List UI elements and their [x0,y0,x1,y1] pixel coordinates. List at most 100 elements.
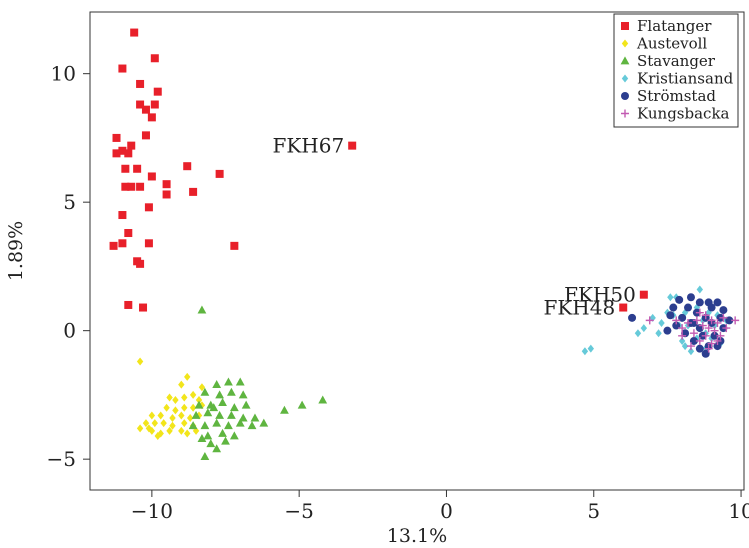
data-point [722,324,731,333]
data-point [112,149,121,158]
data-point [696,285,704,294]
data-point [655,329,662,338]
data-point [169,421,176,430]
series-flatanger [109,28,648,312]
data-point [144,203,153,212]
data-point [658,318,665,327]
data-point [189,403,197,412]
data-point [666,311,675,320]
data-point [227,410,236,419]
data-point [719,306,728,315]
data-point [181,419,188,428]
data-point [224,377,233,386]
data-point [184,372,191,381]
data-point [169,414,176,423]
data-point [731,316,740,325]
legend-item: Flatanger [621,17,712,35]
legend-marker [621,22,629,30]
data-point [681,342,689,351]
legend-label: Flatanger [637,17,712,35]
data-point [209,403,219,412]
data-point [235,418,245,427]
point-annotation: FKH50 [564,283,636,307]
data-point [197,305,207,314]
data-point [150,100,159,109]
data-point [203,431,213,440]
data-point [200,387,210,396]
data-point [178,426,185,435]
data-point [227,387,236,396]
data-point [247,421,257,430]
legend-label: Kungsbacka [637,105,730,123]
data-point [215,169,224,178]
data-point [719,313,728,322]
data-point [178,380,185,389]
data-point [133,164,142,173]
data-point [238,390,248,399]
data-point [229,431,239,440]
data-point [250,413,260,422]
legend-item: Kristiansand [621,70,734,88]
data-point [684,303,693,312]
data-point [181,403,188,412]
data-point [162,190,171,199]
data-point [701,331,710,340]
data-point [634,329,642,338]
legend-label: Kristiansand [637,70,734,88]
legend-marker [621,74,629,83]
data-point [186,414,194,423]
data-point [136,182,145,191]
data-point [203,408,213,417]
x-tick-label: 0 [440,499,453,523]
data-point [136,100,145,109]
data-point [148,426,156,435]
data-point [645,316,654,325]
data-point [212,418,222,427]
data-point [224,421,233,430]
data-point [695,336,704,345]
data-point [127,141,136,150]
series-stavanger [188,305,328,460]
data-point [628,313,637,322]
data-point [150,54,159,63]
data-point [200,421,210,430]
legend: FlatangerAustevollStavangerKristiansandS… [613,13,739,128]
data-point [163,403,170,412]
data-point [707,339,716,348]
data-point [197,434,207,443]
y-tick-label: 10 [51,62,76,86]
data-point [687,347,695,356]
data-point [127,182,136,191]
point-annotation: FKH67 [272,134,344,158]
data-point [215,410,225,419]
data-point [118,64,127,73]
data-point [318,395,328,404]
data-point [701,349,710,358]
x-tick-label: −5 [284,499,313,523]
data-point [136,424,144,433]
data-point [689,336,698,345]
data-point [663,326,672,335]
data-point [160,419,167,428]
data-point [124,300,133,309]
data-point [640,324,648,333]
data-point [112,133,121,142]
y-tick-label: −5 [47,447,76,471]
legend-item: Kungsbacka [621,105,730,123]
data-point [189,187,198,196]
legend-item: Stavanger [620,52,716,70]
data-point [147,113,156,122]
data-point [124,229,133,238]
data-point [194,400,204,409]
data-point [195,396,203,405]
data-point [241,400,251,409]
data-point [238,413,248,422]
x-tick-label: 10 [728,499,749,523]
data-point [710,326,719,335]
data-point [684,318,693,327]
plot-frame [89,11,745,491]
data-point [118,146,127,155]
data-point [142,419,150,428]
data-point [200,451,210,460]
